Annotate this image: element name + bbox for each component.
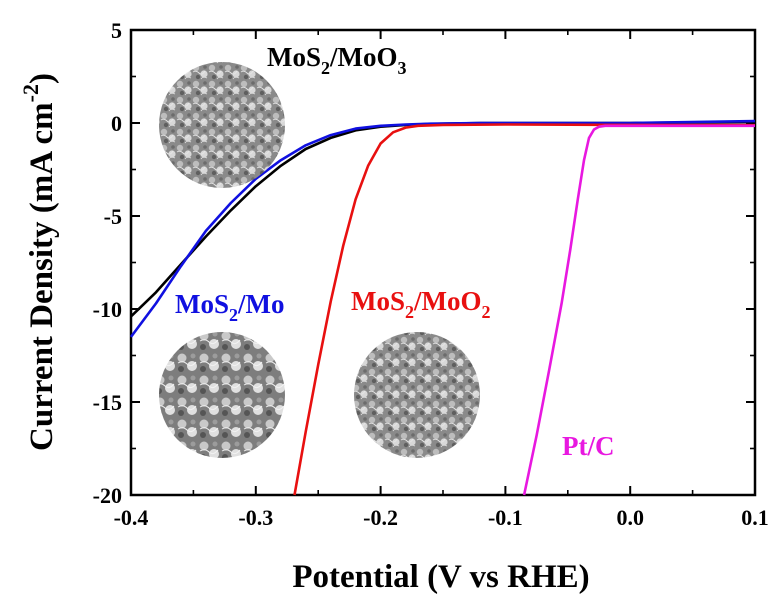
series-label-pt-c: Pt/C [562, 431, 614, 461]
x-tick-label: -0.4 [114, 505, 149, 530]
y-tick-label: -15 [93, 390, 122, 415]
y-axis-title: Current Density (mA cm-2) [18, 73, 60, 451]
series-lines [129, 119, 756, 496]
y-tick-label: -10 [93, 297, 122, 322]
series-label-mos2-mo: MoS2/Mo [175, 289, 285, 325]
axis-ticks [130, 29, 756, 496]
x-axis-title: Potential (V vs RHE) [292, 559, 589, 595]
y-tick-label: -5 [104, 204, 122, 229]
axis-tick-labels: -0.4 -0.3 -0.2 -0.1 0.0 0.1 5 0 -5 -10 -15 -20 [93, 18, 769, 530]
x-tick-label: -0.3 [238, 505, 273, 530]
x-tick-label: 0.0 [616, 505, 644, 530]
sem-inset-mos2-moo3 [159, 62, 285, 188]
y-tick-label: 0 [111, 111, 122, 136]
series-line-mos2-moo2 [293, 123, 756, 496]
series-line-mos2-mo [129, 119, 756, 338]
y-tick-label: 5 [111, 18, 122, 43]
sem-inset-mos2-moo2 [354, 332, 480, 458]
series-label-mos2-moo3: MoS2/MoO3 [267, 42, 407, 78]
series-label-mos2-moo2: MoS2/MoO2 [351, 286, 491, 322]
x-tick-label: -0.2 [363, 505, 398, 530]
y-tick-label: -20 [93, 483, 122, 508]
x-tick-label: -0.1 [488, 505, 523, 530]
series-line-pt-c [522, 124, 755, 496]
x-tick-label: 0.1 [741, 505, 769, 530]
inset-sem-images [159, 62, 480, 458]
sem-inset-mos2-mo [159, 332, 285, 458]
